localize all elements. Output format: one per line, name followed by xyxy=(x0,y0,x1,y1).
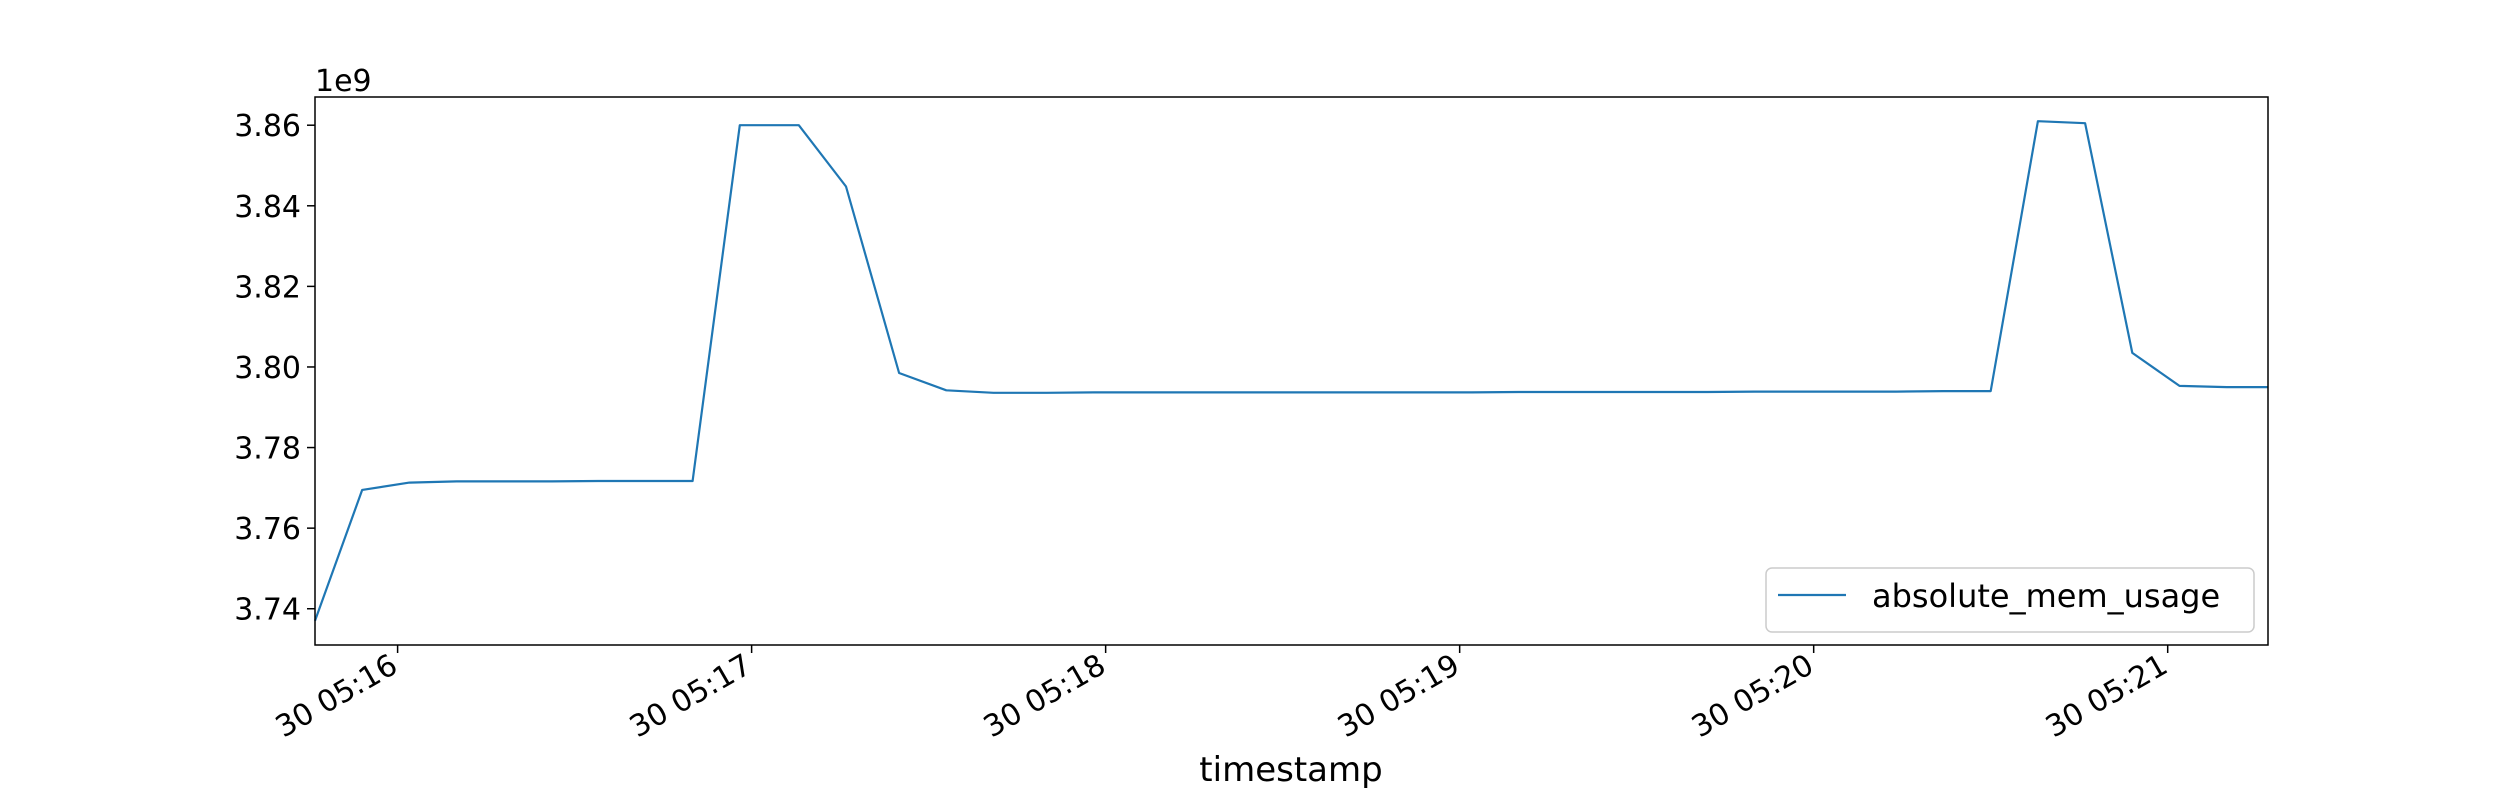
legend: absolute_mem_usage xyxy=(1765,567,2255,633)
y-tick-label: 3.80 xyxy=(234,351,301,386)
legend-label: absolute_mem_usage xyxy=(1872,577,2220,615)
series-layer xyxy=(313,120,2268,622)
y-tick-label: 3.76 xyxy=(234,512,301,547)
x-tick-label: 30 05:19 xyxy=(1332,648,1466,745)
y-tick-label: 3.84 xyxy=(234,190,301,225)
y-tick-label: 3.78 xyxy=(234,432,301,467)
x-tick-label: 30 05:18 xyxy=(978,648,1112,745)
series-line-absolute_mem_usage xyxy=(313,120,2268,622)
x-tick-label: 30 05:20 xyxy=(1686,648,1820,745)
y-tick-label: 3.86 xyxy=(234,109,301,144)
plot-frame xyxy=(314,96,2269,646)
y-offset-label: 1e9 xyxy=(315,64,372,99)
x-tick-label: 30 05:17 xyxy=(624,648,758,745)
x-tick-label: 30 05:21 xyxy=(2040,648,2174,745)
plot-background xyxy=(315,97,2268,645)
legend-box xyxy=(1765,567,2255,633)
y-axis: 3.74 3.76 3.78 3.80 3.82 3.84 3.86 xyxy=(234,109,315,628)
y-tick-label: 3.74 xyxy=(234,593,301,628)
x-tick-label: 30 05:16 xyxy=(270,648,404,745)
y-tick-label: 3.82 xyxy=(234,270,301,305)
x-axis: 30 05:16 30 05:17 30 05:18 30 05:19 30 05:20… xyxy=(270,645,2174,745)
x-axis-title: timestamp xyxy=(1199,750,1382,790)
